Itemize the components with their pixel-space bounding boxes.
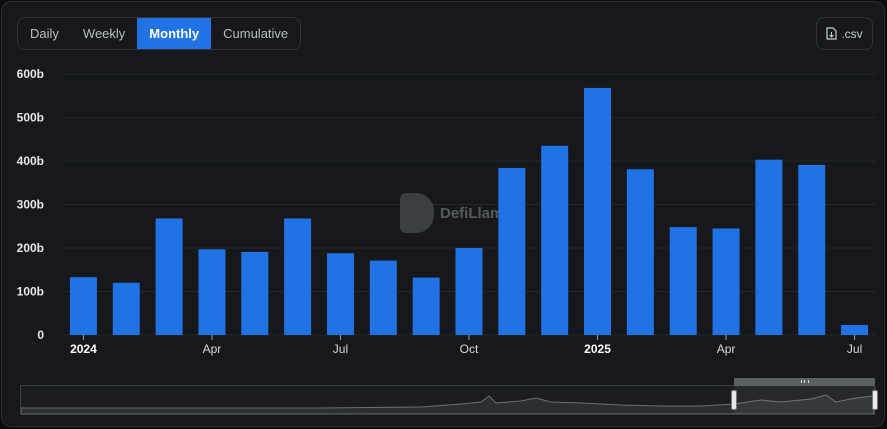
bar-2024-11[interactable] (498, 167, 526, 335)
x-tick-label: 2025 (584, 342, 611, 356)
y-tick-label: 400b (17, 154, 44, 168)
navigator-selection[interactable] (734, 386, 876, 414)
y-axis: 0 100b 200b 300b 400b 500b 600b (17, 67, 45, 342)
download-csv-button[interactable]: .csv (816, 17, 873, 50)
x-tick-label: Apr (203, 342, 222, 356)
file-download-icon (826, 27, 837, 40)
x-tick-label: Apr (717, 342, 736, 356)
navigator-left-handle[interactable] (731, 390, 737, 410)
y-tick-label: 500b (17, 111, 44, 125)
period-toggle: Daily Weekly Monthly Cumulative (17, 17, 302, 50)
navigator-scrollbar[interactable] (734, 378, 875, 386)
y-tick-label: 0 (37, 328, 44, 342)
bar-2025-05[interactable] (755, 159, 783, 335)
bars (69, 87, 869, 335)
x-tick-label: 2024 (70, 342, 97, 356)
tab-monthly[interactable]: Monthly (137, 18, 212, 49)
bar-2024-12[interactable] (541, 145, 569, 335)
x-tick-label: Oct (460, 342, 479, 356)
csv-label: .csv (841, 26, 863, 41)
bar-2025-06[interactable] (798, 164, 826, 335)
x-axis: 2024 Apr Jul Oct 2025 Apr Jul (70, 335, 862, 356)
y-tick-label: 600b (17, 67, 44, 81)
tab-daily[interactable]: Daily (30, 26, 59, 41)
x-tick-label: Jul (333, 342, 348, 356)
grip-icon (801, 380, 809, 383)
navigator-right-handle[interactable] (872, 390, 878, 410)
y-tick-label: 300b (17, 198, 44, 212)
bar-2025-04[interactable] (712, 228, 740, 335)
watermark: DefiLlama (400, 193, 500, 233)
y-tick-label: 100b (17, 285, 44, 299)
x-tick-label: Jul (847, 342, 862, 356)
bar-2024-08[interactable] (369, 260, 397, 335)
bar-2024-06[interactable] (284, 218, 312, 335)
range-navigator[interactable] (20, 385, 878, 415)
tab-cumulative[interactable]: Cumulative (223, 26, 289, 41)
bar-2024-09[interactable] (412, 277, 440, 335)
bar-2024-10[interactable] (455, 248, 483, 335)
navigator-preview (21, 394, 874, 414)
bar-2024-04[interactable] (198, 249, 226, 335)
bar-2025-02[interactable] (626, 169, 654, 335)
watermark-text: DefiLlama (440, 204, 500, 222)
bar-2025-01[interactable] (584, 87, 612, 335)
bar-2024-03[interactable] (155, 218, 183, 335)
tab-weekly[interactable]: Weekly (82, 26, 126, 41)
llama-logo-icon (400, 193, 434, 233)
bar-2025-07[interactable] (841, 324, 869, 335)
y-tick-label: 200b (17, 241, 44, 255)
bar-2024-05[interactable] (241, 251, 269, 335)
bar-2024-01[interactable] (69, 277, 97, 335)
bar-2025-03[interactable] (669, 227, 697, 335)
bar-2024-02[interactable] (112, 282, 140, 335)
bar-2024-07[interactable] (326, 253, 354, 335)
